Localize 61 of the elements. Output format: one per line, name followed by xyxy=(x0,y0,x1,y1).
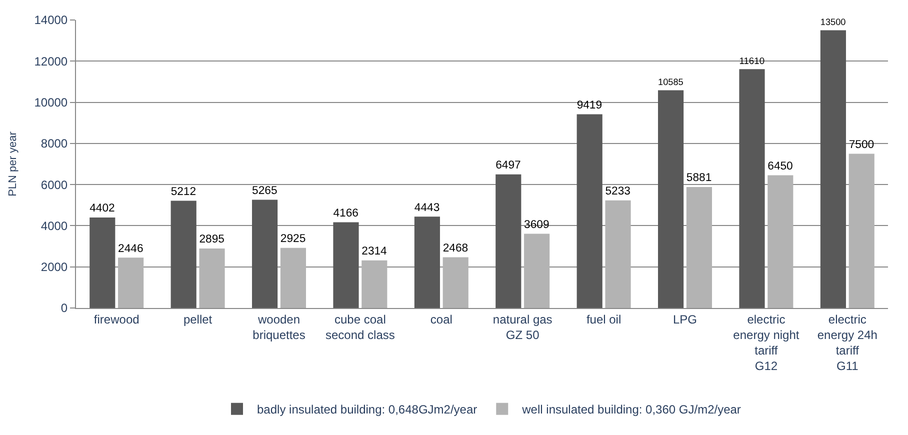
data-label: 3609 xyxy=(524,218,550,231)
y-axis-title: PLN per year xyxy=(6,131,19,196)
bar xyxy=(848,154,874,308)
bar xyxy=(686,187,712,308)
data-label: 5881 xyxy=(686,172,712,184)
bar xyxy=(90,217,116,308)
x-tick-label: coal xyxy=(430,312,452,326)
data-label: 4166 xyxy=(333,207,358,220)
data-label: 2468 xyxy=(442,242,468,254)
x-tick-label: electric energy night tariff G12 xyxy=(733,312,800,374)
x-tick-label: fuel oil xyxy=(586,312,622,326)
data-label: 5265 xyxy=(252,184,278,197)
data-label: 13500 xyxy=(820,17,846,28)
x-tick-label: firewood xyxy=(94,312,140,326)
bar xyxy=(362,260,388,308)
bar xyxy=(252,200,278,308)
data-label: 6497 xyxy=(496,160,521,172)
data-label: 7500 xyxy=(848,138,874,151)
data-label: 4443 xyxy=(414,202,440,214)
x-tick-label: LPG xyxy=(672,312,698,326)
x-tick-label: pellet xyxy=(183,312,213,326)
bar xyxy=(333,222,359,308)
bar xyxy=(576,114,602,308)
bar xyxy=(280,248,306,308)
data-label: 4402 xyxy=(90,202,115,215)
bar xyxy=(414,216,440,308)
data-label: 2895 xyxy=(199,234,224,246)
bar xyxy=(442,257,468,308)
bar xyxy=(170,200,196,308)
legend-label: badly insulated building: 0,648GJm2/year xyxy=(257,402,478,417)
bar xyxy=(524,234,550,308)
x-tick-label: cube coal second class xyxy=(326,312,395,342)
x-tick-label: wooden briquettes xyxy=(252,312,306,342)
bar xyxy=(199,248,225,308)
y-tick-label: 10000 xyxy=(34,95,68,110)
bar xyxy=(118,258,144,308)
data-label: 2446 xyxy=(118,242,144,255)
data-label: 6450 xyxy=(768,160,793,172)
data-label: 2314 xyxy=(362,246,387,258)
bar xyxy=(605,200,631,308)
y-tick-label: 2000 xyxy=(40,260,68,274)
y-tick-label: 8000 xyxy=(40,136,68,151)
x-tick-label: natural gas GZ 50 xyxy=(492,312,552,342)
bar xyxy=(658,90,684,308)
y-tick-label: 6000 xyxy=(40,178,68,192)
data-label: 2925 xyxy=(280,232,306,245)
data-label: 10585 xyxy=(658,76,684,87)
data-label: 11610 xyxy=(739,56,765,66)
bar xyxy=(496,174,522,308)
y-tick-label: 14000 xyxy=(34,13,68,28)
bar xyxy=(739,69,765,308)
y-tick-label: 12000 xyxy=(34,54,68,68)
legend-label: well insulated building: 0,360 GJ/m2/year xyxy=(521,402,741,417)
data-label: 5233 xyxy=(605,186,630,198)
bar xyxy=(820,30,846,308)
data-label: 5212 xyxy=(170,186,196,198)
data-label: 9419 xyxy=(576,99,602,112)
x-tick-label: electric energy 24h tariff G11 xyxy=(817,312,878,374)
y-tick-label: 0 xyxy=(60,301,68,316)
y-tick-label: 4000 xyxy=(40,218,68,233)
bar xyxy=(768,175,794,308)
